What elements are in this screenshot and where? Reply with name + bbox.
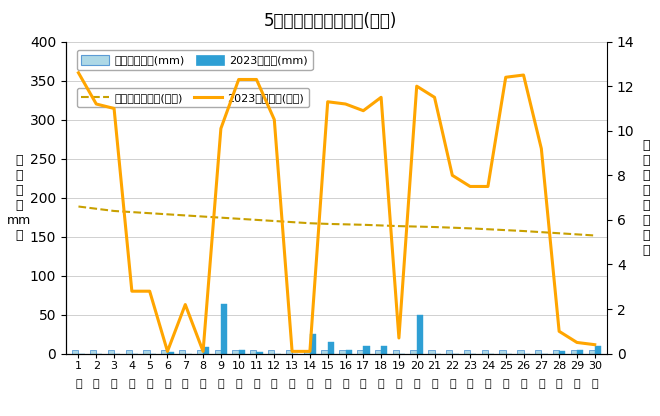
Bar — [339, 350, 345, 354]
Bar — [168, 352, 174, 354]
Text: 日: 日 — [342, 379, 349, 389]
Bar — [577, 350, 583, 354]
Text: 日: 日 — [520, 379, 527, 389]
Text: 日: 日 — [218, 379, 224, 389]
Bar — [363, 346, 370, 354]
Text: 5月降水量・日照時間(日別): 5月降水量・日照時間(日別) — [263, 12, 397, 30]
Bar — [125, 350, 132, 354]
Text: 日: 日 — [129, 379, 135, 389]
Bar — [108, 350, 114, 354]
Bar — [393, 350, 399, 354]
Y-axis label: 日
照
時
間
（
時
間
）: 日 照 時 間 （ 時 間 ） — [642, 139, 649, 257]
Text: 日: 日 — [271, 379, 278, 389]
Text: 日: 日 — [324, 379, 331, 389]
Text: 日: 日 — [360, 379, 366, 389]
Text: 日: 日 — [307, 379, 314, 389]
Bar — [357, 350, 363, 354]
Text: 日: 日 — [182, 379, 189, 389]
Text: 日: 日 — [431, 379, 438, 389]
Text: 日: 日 — [467, 379, 473, 389]
Bar — [232, 350, 239, 354]
Bar — [345, 350, 352, 354]
Text: 日: 日 — [395, 379, 402, 389]
Bar — [250, 350, 257, 354]
Text: 日: 日 — [75, 379, 82, 389]
Bar — [197, 350, 203, 354]
Bar — [286, 350, 292, 354]
Text: 日: 日 — [591, 379, 598, 389]
Bar — [214, 350, 221, 354]
Bar — [559, 351, 566, 354]
Text: 日: 日 — [253, 379, 260, 389]
Bar — [446, 350, 452, 354]
Legend: 日照時間平年値(時間), 2023日照時間(時間): 日照時間平年値(時間), 2023日照時間(時間) — [77, 88, 309, 107]
Bar — [411, 350, 416, 354]
Bar — [535, 350, 541, 354]
Bar — [595, 346, 601, 354]
Bar — [381, 346, 387, 354]
Bar — [464, 350, 470, 354]
Bar — [179, 350, 185, 354]
Bar — [268, 350, 275, 354]
Text: 日: 日 — [556, 379, 562, 389]
Bar — [72, 350, 79, 354]
Bar — [328, 342, 334, 354]
Text: 日: 日 — [413, 379, 420, 389]
Bar — [482, 350, 488, 354]
Bar — [416, 314, 423, 354]
Bar — [553, 350, 559, 354]
Bar — [321, 350, 328, 354]
Bar — [428, 350, 434, 354]
Bar — [239, 350, 245, 354]
Text: 日: 日 — [200, 379, 207, 389]
Text: 日: 日 — [484, 379, 491, 389]
Bar — [304, 350, 310, 354]
Text: 日: 日 — [236, 379, 242, 389]
Bar — [221, 305, 227, 354]
Bar — [375, 350, 381, 354]
Text: 日: 日 — [502, 379, 509, 389]
Bar — [310, 334, 316, 354]
Bar — [90, 350, 96, 354]
Bar — [589, 350, 595, 354]
Bar — [143, 350, 150, 354]
Bar — [517, 350, 523, 354]
Text: 日: 日 — [147, 379, 153, 389]
Text: 日: 日 — [574, 379, 580, 389]
Text: 日: 日 — [378, 379, 384, 389]
Text: 日: 日 — [111, 379, 117, 389]
Text: 日: 日 — [449, 379, 455, 389]
Bar — [161, 350, 168, 354]
Bar — [500, 350, 506, 354]
Bar — [203, 347, 209, 354]
Bar — [257, 352, 263, 354]
Y-axis label: 降
水
量
（
mm
）: 降 水 量 （ mm ） — [7, 154, 31, 242]
Bar — [571, 350, 577, 354]
Text: 日: 日 — [538, 379, 544, 389]
Text: 日: 日 — [93, 379, 100, 389]
Text: 日: 日 — [289, 379, 296, 389]
Text: 日: 日 — [164, 379, 171, 389]
